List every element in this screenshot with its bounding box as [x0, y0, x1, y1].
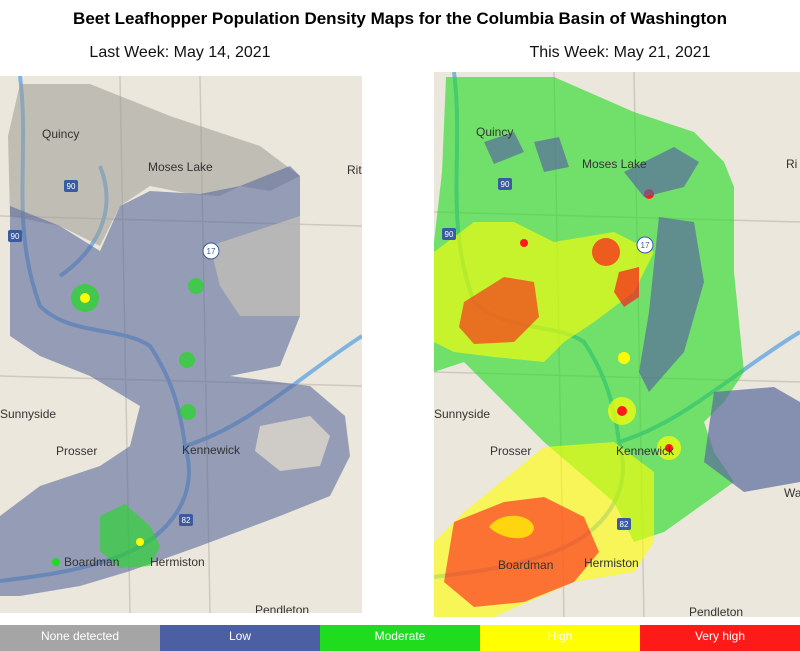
- map-caption: Last Week: May 14, 2021: [89, 44, 270, 61]
- place-label: Quincy: [476, 125, 513, 139]
- place-label: Kennewick: [182, 443, 241, 457]
- legend-swatch: [480, 625, 640, 651]
- legend-label: Very high: [695, 629, 745, 643]
- highway-shield: 17: [641, 241, 650, 250]
- highway-shield: 90: [445, 230, 454, 239]
- legend-swatch: [0, 625, 160, 651]
- place-label: Sunnyside: [434, 407, 490, 421]
- legend-swatch: [320, 625, 480, 651]
- place-label: Ri: [786, 157, 797, 171]
- highway-shield: 90: [501, 180, 510, 189]
- place-label: Quincy: [42, 127, 79, 141]
- highway-shield: 17: [207, 247, 216, 256]
- place-label: Hermiston: [150, 555, 205, 569]
- place-label: Hermiston: [584, 556, 639, 570]
- place-label: Wa: [784, 486, 800, 500]
- highway-shield: 82: [182, 516, 191, 525]
- place-label: Pendleton: [689, 605, 743, 619]
- title: Beet Leafhopper Population Density Maps …: [73, 9, 727, 28]
- map-this-week: Quincy Moses Lake Ri Sunnyside Prosser K…: [434, 72, 800, 619]
- place-label: Boardman: [64, 555, 119, 569]
- legend-swatch: [640, 625, 800, 651]
- highway-shield: 90: [11, 232, 20, 241]
- place-label: Boardman: [498, 558, 553, 572]
- map-last-week: Quincy Moses Lake Rit Sunnyside Prosser …: [0, 76, 362, 617]
- legend-label: None detected: [41, 629, 119, 643]
- legend-label: Moderate: [375, 629, 426, 643]
- place-label: Moses Lake: [148, 160, 213, 174]
- place-label: Sunnyside: [0, 407, 56, 421]
- legend-swatch: [160, 625, 320, 651]
- place-label: Prosser: [490, 444, 531, 458]
- place-label: Prosser: [56, 444, 97, 458]
- place-label: Kennewick: [616, 444, 675, 458]
- highway-shield: 90: [67, 182, 76, 191]
- legend-label: Low: [229, 629, 251, 643]
- legend-label: High: [548, 629, 573, 643]
- place-label: Moses Lake: [582, 157, 647, 171]
- legend: None detected Low Moderate High Very high: [0, 625, 800, 651]
- place-label: Pendleton: [255, 603, 309, 617]
- map-caption: This Week: May 21, 2021: [529, 44, 710, 61]
- place-label: Rit: [347, 163, 362, 177]
- highway-shield: 82: [620, 520, 629, 529]
